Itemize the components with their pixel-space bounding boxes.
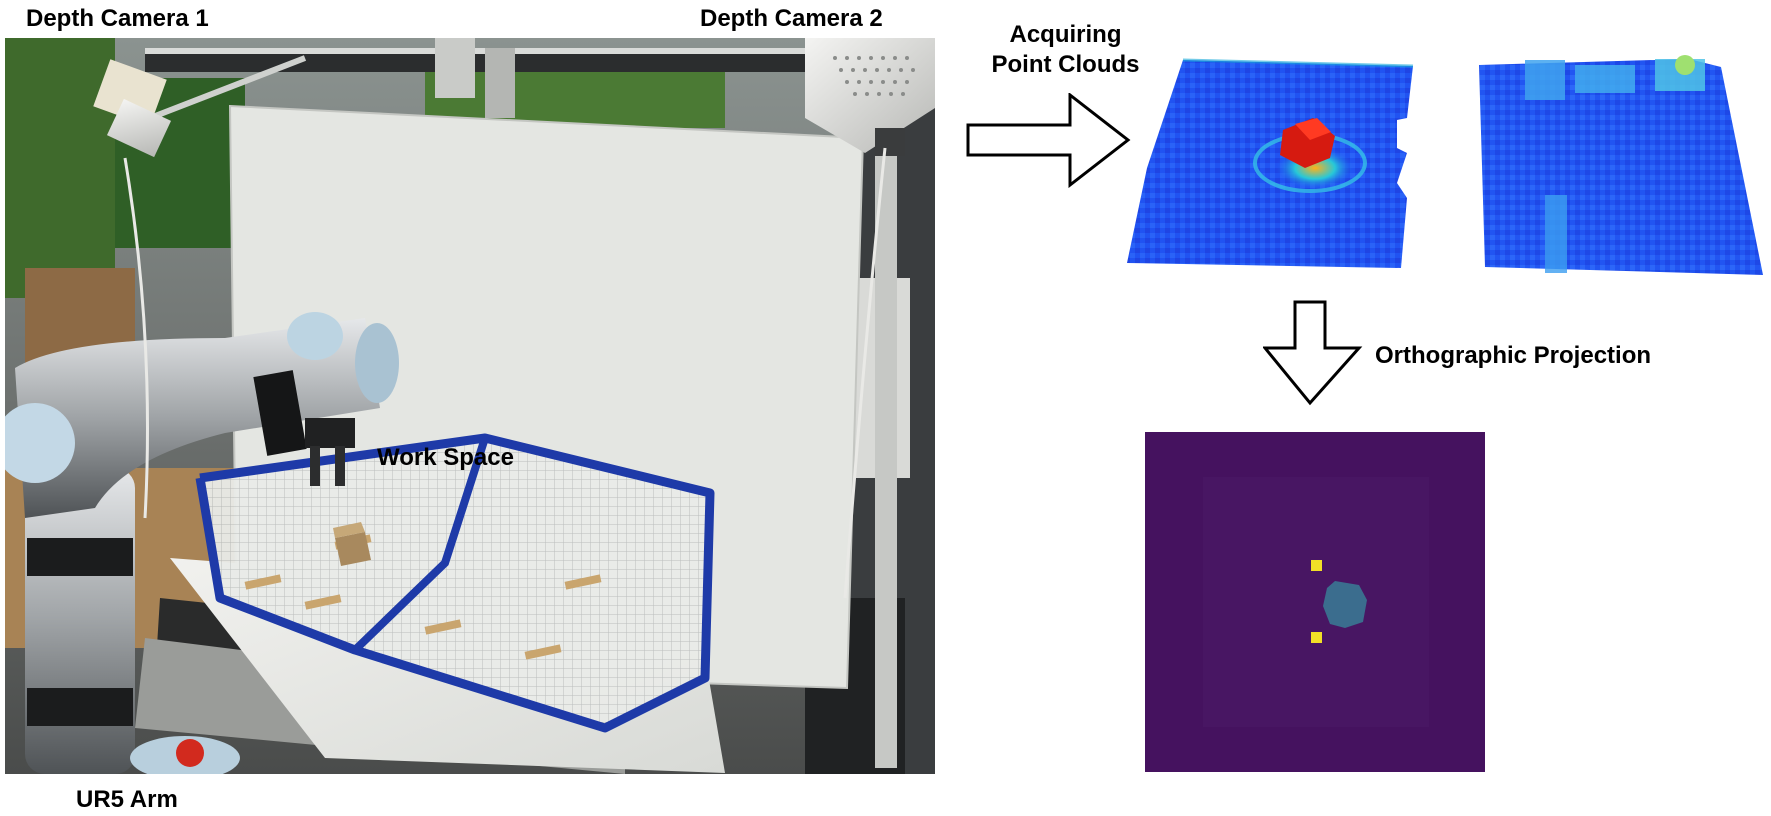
work-space-bins: [195, 433, 715, 733]
point-cloud-camera-2: [1479, 55, 1763, 275]
orthographic-projection-label: Orthographic Projection: [1375, 342, 1652, 369]
green-wall: [5, 38, 115, 298]
acquiring-line-2: Point Clouds: [991, 51, 1140, 78]
depth-camera-1-device: [93, 55, 307, 158]
marker-bottom: [1311, 632, 1322, 643]
acquiring-line-1: Acquiring: [1009, 21, 1122, 48]
ur5-arm-label: UR5 Arm: [76, 786, 178, 813]
hollow-arrow-down-icon: [1263, 300, 1363, 406]
point-cloud-camera-1: [1127, 58, 1414, 268]
ur5-robot-arm: [5, 312, 399, 774]
work-space-label: Work Space: [377, 444, 514, 471]
acquiring-point-clouds-label: Acquiring Point Clouds: [988, 20, 1143, 80]
robot-setup-photo: [5, 38, 935, 774]
hollow-arrow-right-icon: [966, 93, 1131, 188]
depth-camera-1-label: Depth Camera 1: [26, 5, 209, 32]
robot-setup-illustration: [5, 38, 935, 774]
orthographic-projection-image: [1145, 432, 1485, 772]
depth-camera-2-label: Depth Camera 2: [700, 5, 883, 32]
marker-top: [1311, 560, 1322, 571]
projected-object: [1323, 581, 1367, 628]
depth-camera-2-device: [805, 38, 935, 156]
